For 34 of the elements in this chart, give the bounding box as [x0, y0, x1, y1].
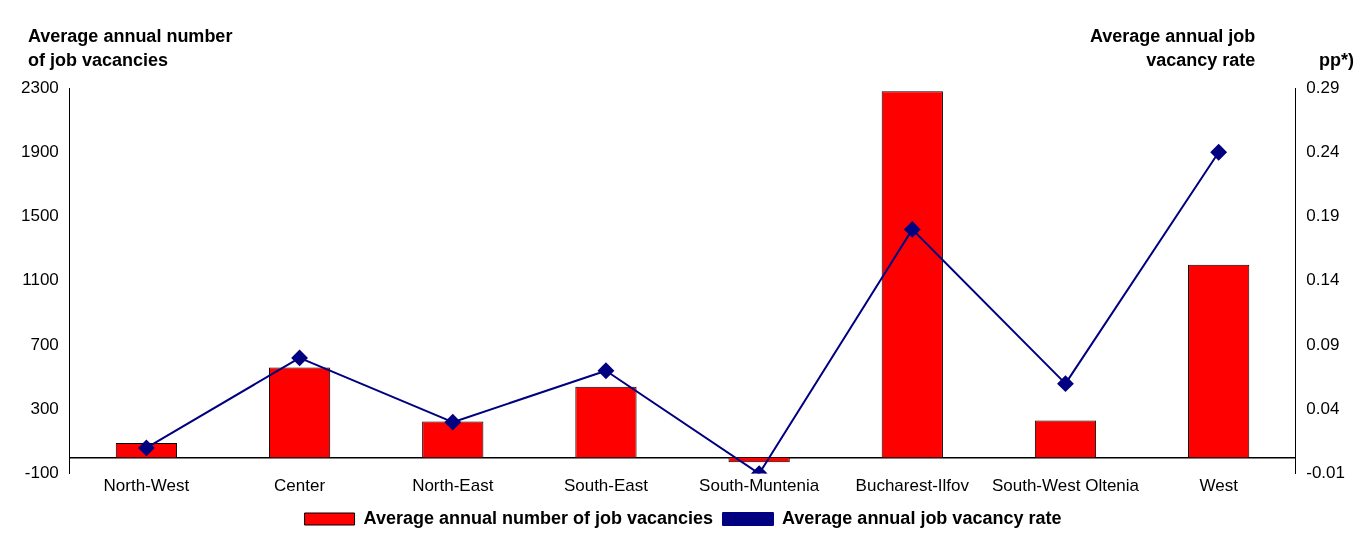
y2-tick-label: -0.01 [1306, 463, 1345, 483]
y-tick-label: -100 [24, 463, 59, 483]
legend-label: Average annual job vacancy rate [781, 507, 1062, 528]
x-tick-label: North-East [412, 476, 494, 496]
x-tick-label: Bucharest-Ilfov [855, 476, 970, 496]
point [291, 349, 308, 366]
x-tick-label: South-Muntenia [699, 476, 820, 496]
y2-tick-label: 0.09 [1306, 334, 1340, 354]
x-tick-label: South-East [563, 476, 649, 496]
point [904, 221, 921, 238]
y-axis-title: Average annual number of job vacancies [28, 25, 233, 70]
text: pp*) [1319, 49, 1354, 70]
x-tick-label: West [1199, 476, 1239, 496]
y2-axis-title: Average annual job vacancy rate [1089, 25, 1256, 70]
legend-label: Average annual number of job vacancies [363, 507, 713, 528]
point [444, 414, 461, 431]
y-tick-label: 300 [30, 399, 59, 419]
x-tick-label: North-West [103, 476, 190, 496]
y-tick-label: 1100 [22, 270, 59, 290]
y2-tick-label: 0.04 [1306, 399, 1340, 419]
point [138, 439, 155, 456]
y2-tick-label: 0.14 [1306, 270, 1340, 290]
y2-tick-label: 0.19 [1306, 206, 1340, 226]
point [1210, 144, 1227, 161]
x-tick-label: South-West Oltenia [991, 476, 1140, 496]
y-tick-label: 700 [30, 334, 59, 354]
point [1057, 375, 1074, 392]
y2-tick-label: 0.29 [1306, 77, 1340, 97]
y-tick-label: 1500 [20, 206, 59, 226]
y2-tick-label: 0.24 [1306, 141, 1340, 161]
x-tick-label: Center [274, 476, 326, 496]
y-tick-label: 2300 [20, 77, 59, 97]
point [597, 362, 614, 379]
y-tick-label: 1900 [20, 141, 59, 161]
